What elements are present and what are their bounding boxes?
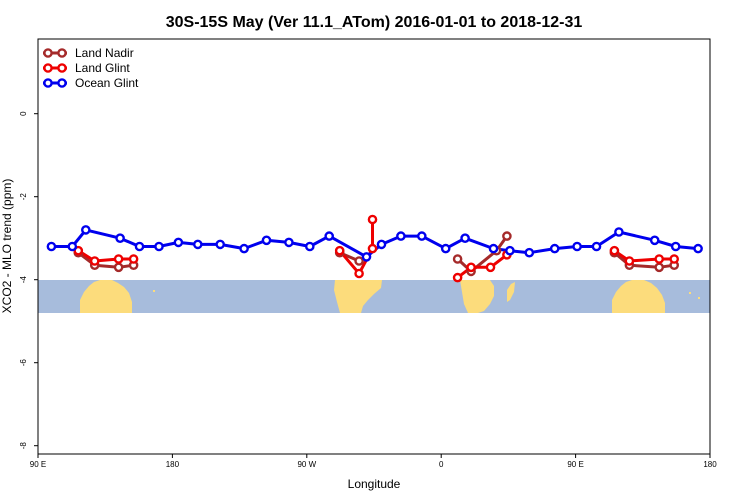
land-glint-point bbox=[452, 272, 463, 283]
legend-swatch-marker bbox=[57, 78, 67, 88]
legend-item-land-nadir: Land Nadir bbox=[43, 46, 134, 60]
land-africa bbox=[460, 280, 494, 313]
ocean-glint-line bbox=[51, 228, 699, 259]
land-glint-line bbox=[338, 219, 374, 275]
y-axis: 0 -2 -4 -6 -8 bbox=[19, 111, 38, 449]
ocean-glint-point bbox=[460, 233, 470, 243]
x-tick-label: 90 E bbox=[567, 460, 583, 469]
land-glint-point bbox=[354, 268, 364, 279]
y-tick-label: 0 bbox=[19, 111, 28, 116]
legend-item-ocean-glint: Ocean Glint bbox=[43, 76, 139, 90]
ocean-glint-point bbox=[572, 241, 582, 252]
land-glint-point bbox=[367, 214, 378, 225]
land-nadir-point bbox=[113, 262, 124, 273]
ocean-glint-point bbox=[524, 247, 535, 258]
ocean-glint-point bbox=[261, 235, 272, 246]
land-glint-line bbox=[456, 253, 508, 279]
ocean-glint-point bbox=[115, 233, 125, 243]
land-nadir-point bbox=[354, 256, 364, 266]
land-glint-point bbox=[334, 245, 345, 256]
legend-label: Land Nadir bbox=[75, 46, 134, 60]
series-layer bbox=[46, 214, 703, 283]
ocean-glint-point bbox=[396, 231, 406, 241]
land-south-america bbox=[334, 280, 382, 313]
y-tick-label: -4 bbox=[19, 276, 28, 284]
legend-swatch-marker bbox=[43, 63, 53, 73]
y-tick-label: -2 bbox=[19, 193, 28, 201]
plot-frame bbox=[37, 38, 711, 455]
land-glint-point bbox=[73, 245, 84, 256]
ocean-glint-point bbox=[215, 239, 225, 250]
ocean-glint-point bbox=[134, 241, 145, 252]
land-australia-left bbox=[80, 280, 132, 313]
land-glint-point bbox=[89, 256, 100, 266]
land-glint-point bbox=[367, 243, 378, 254]
land-glint-point bbox=[485, 262, 496, 273]
land-nadir-line bbox=[613, 251, 675, 269]
land-speck-2 bbox=[689, 292, 691, 294]
land-australia-right bbox=[612, 280, 665, 313]
land-glint-point bbox=[113, 254, 124, 264]
ocean-glint-point bbox=[549, 243, 560, 254]
land-glint-point bbox=[624, 256, 635, 266]
x-tick-label: 90 W bbox=[297, 460, 316, 469]
land-glint-point bbox=[466, 262, 476, 273]
land-nadir-point bbox=[654, 262, 665, 273]
ocean-glint-point bbox=[67, 241, 78, 252]
land-madagascar bbox=[507, 282, 515, 302]
background-map bbox=[38, 280, 710, 313]
x-axis-title: Longitude bbox=[348, 477, 401, 491]
land-glint-point bbox=[128, 254, 139, 264]
ocean-glint-point bbox=[239, 243, 249, 254]
x-tick-label: 180 bbox=[166, 460, 180, 469]
ocean-glint-point bbox=[361, 252, 372, 262]
land-nadir-point bbox=[452, 254, 463, 264]
y-tick-label: -8 bbox=[19, 442, 28, 450]
land-speck-1 bbox=[153, 290, 155, 292]
ocean-glint-point bbox=[649, 235, 660, 246]
land-glint-point bbox=[609, 245, 620, 256]
land-glint-point bbox=[669, 254, 680, 264]
land-nadir-line bbox=[456, 235, 509, 273]
x-axis: 90 E 180 90 W 0 90 E 180 bbox=[30, 454, 717, 469]
legend-label: Ocean Glint bbox=[75, 76, 139, 90]
ocean-glint-point bbox=[416, 231, 427, 241]
legend-swatch-marker bbox=[43, 78, 53, 88]
ocean-glint-point bbox=[324, 231, 335, 241]
ocean-glint-point bbox=[46, 241, 57, 252]
ocean-glint-point bbox=[81, 225, 91, 235]
ocean-glint-point bbox=[376, 239, 387, 250]
legend-swatch-marker bbox=[57, 63, 67, 73]
ocean-glint-point bbox=[693, 243, 703, 254]
chart-title: 30S-15S May (Ver 11.1_ATom) 2016-01-01 t… bbox=[166, 14, 583, 31]
y-tick-label: -6 bbox=[19, 359, 28, 367]
land-nadir-point bbox=[502, 231, 512, 241]
land-nadir-line bbox=[77, 251, 134, 269]
x-tick-label: 90 E bbox=[30, 460, 46, 469]
land-glint-line bbox=[613, 249, 675, 263]
ocean-glint-point bbox=[154, 241, 164, 252]
x-tick-label: 180 bbox=[703, 460, 717, 469]
ocean-glint-point bbox=[505, 245, 515, 256]
land-glint-point bbox=[654, 254, 665, 264]
ocean-glint-point bbox=[304, 241, 315, 252]
ocean-glint-point bbox=[614, 227, 624, 237]
ocean-glint-point bbox=[192, 239, 203, 250]
ocean-glint-point bbox=[488, 243, 499, 254]
legend-swatch-marker bbox=[57, 48, 67, 58]
land-glint-line bbox=[77, 249, 134, 263]
legend-item-land-glint: Land Glint bbox=[43, 61, 130, 75]
ocean-glint-point bbox=[670, 241, 681, 252]
ocean-glint-point bbox=[173, 237, 184, 248]
ocean-glint-point bbox=[284, 237, 294, 248]
legend-swatch-marker bbox=[43, 48, 53, 58]
ocean-glint-point bbox=[591, 241, 602, 252]
x-tick-label: 0 bbox=[439, 460, 444, 469]
y-axis-title: XCO2 - MLO trend (ppm) bbox=[0, 179, 14, 314]
land-speck-3 bbox=[698, 297, 700, 299]
legend-label: Land Glint bbox=[75, 61, 130, 75]
ocean-glint-point bbox=[440, 243, 451, 254]
